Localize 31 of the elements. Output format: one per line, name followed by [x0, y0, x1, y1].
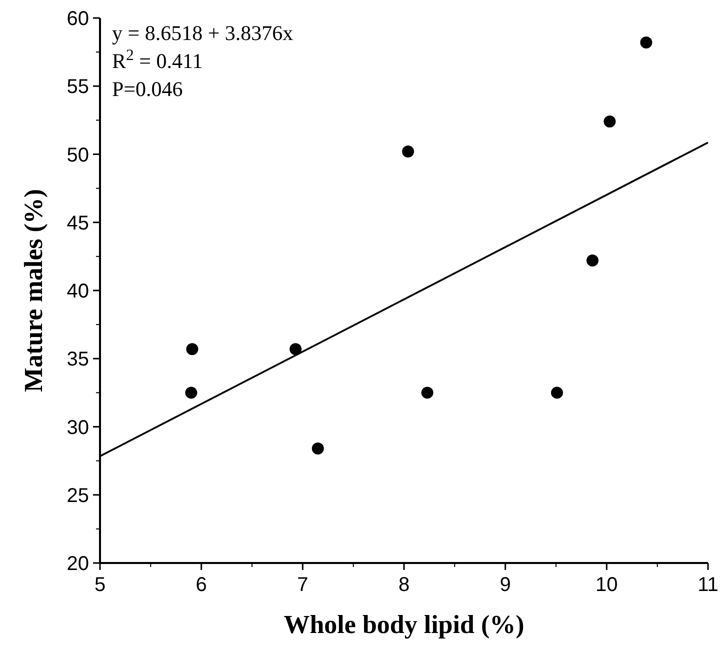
annotation: R$^{2}$ = 0.411: [112, 46, 203, 73]
annotation: y = 8.6518 + 3.8376x: [112, 21, 294, 45]
x-tick-label: 10: [596, 574, 618, 596]
annotation: P=0.046: [112, 77, 183, 101]
y-tick-label: 35: [66, 348, 89, 371]
y-tick-label: 50: [66, 144, 89, 166]
point: [402, 146, 414, 158]
point: [421, 386, 434, 399]
x-tick-label: 5: [94, 574, 106, 596]
x-tick-label: 7: [297, 574, 308, 596]
point: [604, 116, 616, 128]
point: [551, 386, 564, 399]
y-tick-label: 30: [66, 416, 89, 439]
y-tick-label: 60: [66, 8, 89, 30]
y-tick-label: 25: [66, 484, 89, 507]
point: [186, 343, 198, 356]
y-tick-label: 20: [66, 553, 89, 575]
x-tick-label: 8: [398, 574, 410, 596]
y-tick-label: 40: [66, 280, 89, 302]
x-tick-label: 6: [196, 574, 207, 596]
x-axis-title: Whole body lipid (%): [284, 610, 524, 639]
y-axis-title: Mature males (%): [19, 188, 48, 392]
y-tick-label: 45: [66, 212, 89, 234]
point: [290, 343, 302, 356]
point: [586, 254, 598, 267]
point: [640, 36, 652, 49]
x-tick-label: 9: [500, 574, 511, 596]
point: [312, 442, 324, 455]
point: [185, 386, 198, 399]
x-tick-label: 11: [698, 574, 718, 596]
y-tick-label: 55: [66, 76, 89, 98]
